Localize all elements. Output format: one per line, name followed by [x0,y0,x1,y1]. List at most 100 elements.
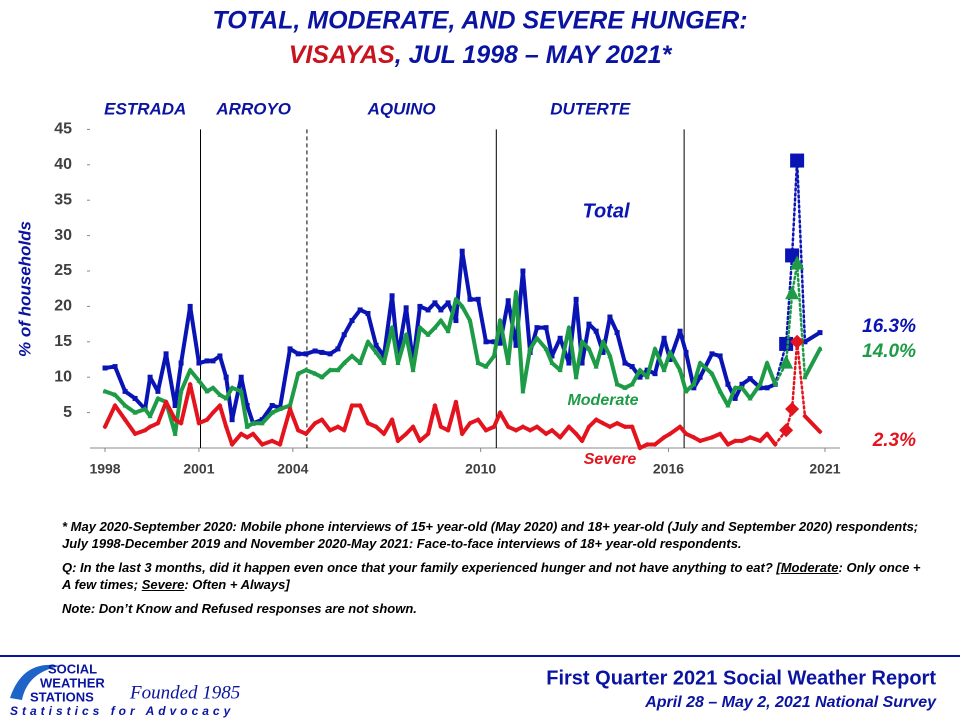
marker [303,351,309,357]
marker [677,424,683,430]
y-tick-label: 25 [54,262,72,279]
line-segment [678,368,688,394]
line-segment [319,417,333,433]
line-segment [468,318,481,366]
line-segment [411,424,422,443]
note-part: Q: In the last 3 months, did it happen e… [62,560,781,575]
marker [790,334,805,349]
marker [483,363,489,369]
marker [691,385,697,391]
marker [445,300,451,306]
marker [661,434,667,440]
line-segment [113,364,128,394]
line-segment [230,431,244,447]
marker [543,431,549,437]
marker [287,346,293,352]
marker [287,406,293,412]
marker [534,325,540,331]
marker [163,399,169,405]
value-label: 14.0% [862,341,916,362]
line-segment [217,403,229,429]
marker [677,367,683,373]
marker [147,424,153,430]
line-segment [765,361,778,387]
marker [593,417,599,423]
marker [717,388,723,394]
x-tick-label: 2010 [465,461,496,477]
marker [637,445,643,451]
marker [238,388,244,394]
line-segment [790,340,799,411]
marker [112,403,118,409]
marker [697,374,703,380]
marker [802,339,808,345]
line-segment [113,403,128,422]
marker [403,331,409,337]
marker [453,399,459,405]
marker [520,388,526,394]
marker [467,317,473,323]
marker [395,438,401,444]
line-segment [453,249,465,323]
marker [652,441,658,447]
marker [250,420,256,426]
marker [497,340,503,346]
marker [549,427,555,433]
line-segment [784,254,794,346]
marker [817,330,823,336]
line-segment [498,318,511,366]
y-tick-label: 30 [54,227,72,244]
marker [453,318,459,324]
line-segment [476,297,488,344]
line-segment [795,262,807,379]
marker [475,296,481,302]
line-segment [251,431,265,447]
marker [349,403,355,409]
marker [132,431,138,437]
marker [178,360,184,366]
marker [122,417,128,423]
marker [259,417,265,423]
marker [505,298,511,304]
series [102,334,823,451]
marker [259,420,265,426]
marker [365,310,371,316]
line-segment [224,424,235,447]
line-segment [668,424,683,436]
marker [112,364,118,370]
chart: TOTAL, MODERATE, AND SEVERE HUNGER: VISA… [15,7,916,477]
line-segment [607,315,620,335]
series-name: Total [582,200,629,222]
marker [557,434,563,440]
marker [210,358,216,364]
marker [312,420,318,426]
marker [259,441,265,447]
marker [312,348,318,354]
marker [534,335,540,341]
marker [445,427,451,433]
line-segment [460,304,473,323]
line-segment [411,325,422,373]
x-tick-label: 2004 [277,461,308,477]
marker [327,351,333,357]
marker [573,431,579,437]
marker [319,374,325,380]
line-segment [179,382,193,426]
marker [697,438,703,444]
marker [725,402,731,408]
marker [667,349,673,355]
series-name: Severe [584,451,637,468]
marker [142,427,148,433]
line-segment [303,421,318,436]
marker [250,431,256,437]
marker [505,424,511,430]
marker [395,360,401,366]
marker [295,370,301,376]
marker [223,424,229,430]
value-label: 16.3% [862,316,916,337]
line-segment [630,424,642,450]
marker [586,321,592,327]
marker [445,328,451,334]
marker [709,351,715,357]
